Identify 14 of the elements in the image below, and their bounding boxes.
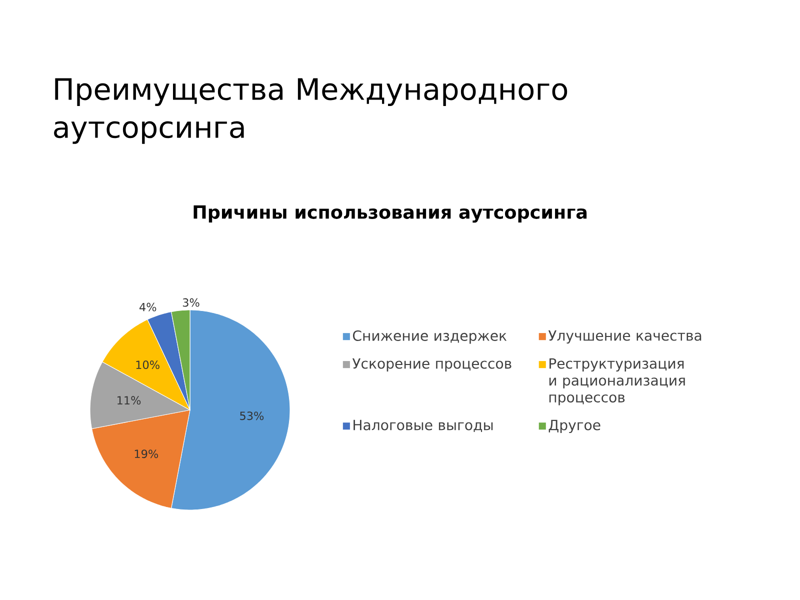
legend-label: Реструктуризация и рационализация процессов bbox=[549, 358, 685, 406]
chart-subtitle: Причины использования аутсорсинга bbox=[194, 205, 587, 223]
data-label: 4% bbox=[140, 302, 156, 312]
data-label: 53% bbox=[240, 412, 264, 420]
data-label: 3% bbox=[182, 298, 200, 307]
chart-title: Преимущества Международного аутсорсинга bbox=[54, 78, 568, 144]
legend-label: Ускорение процессов bbox=[352, 358, 512, 372]
legend-label: Снижение издержек bbox=[352, 330, 507, 344]
legend-label: Улучшение качества bbox=[548, 330, 702, 344]
data-label: 11% bbox=[118, 396, 141, 405]
legend-label: Налоговые выгоды bbox=[354, 420, 493, 432]
legend-label: Другое bbox=[548, 420, 600, 434]
data-label: 19% bbox=[134, 450, 158, 458]
data-label: 10% bbox=[136, 360, 160, 370]
